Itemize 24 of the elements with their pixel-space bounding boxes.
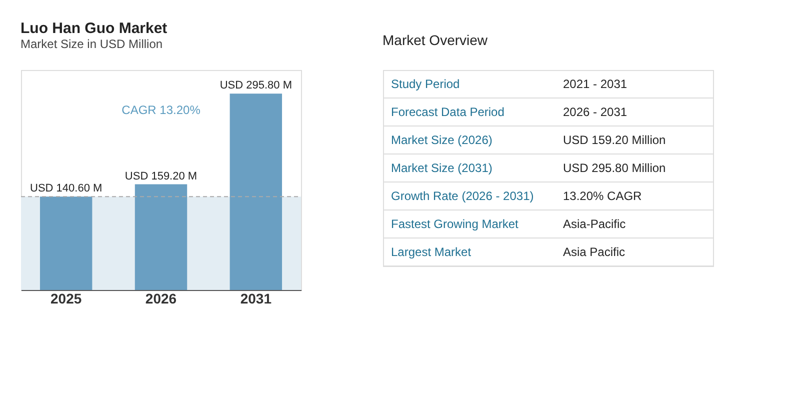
text: Market Overview (382, 32, 488, 48)
text: Forecast Data Period (391, 105, 504, 119)
text: Market Size (2026) (391, 133, 492, 147)
text: Market Size (2031) (391, 161, 492, 175)
chart-subtitle: Market Size in USD Million (20, 37, 163, 51)
data-label: USD 295.80 M (220, 80, 292, 92)
text: Asia-Pacific (563, 217, 626, 231)
x-tick-label: 2031 (240, 290, 272, 306)
text: Study Period (391, 77, 460, 91)
text: USD 295.80 Million (563, 161, 666, 175)
text: 2026 - 2031 (563, 105, 628, 119)
text: Largest Market (391, 245, 472, 259)
x-tick-label: 2025 (50, 290, 82, 306)
data-label: USD 159.20 M (124, 170, 198, 182)
text: 13.20% CAGR (563, 189, 642, 203)
text: Fastest Growing Market (391, 217, 520, 231)
text: Growth Rate (2026 - 2031) (391, 189, 534, 203)
annotation: CAGR 13.20% (122, 103, 201, 117)
text: USD 159.20 Million (563, 133, 666, 147)
data-label: USD 140.60 M (30, 182, 102, 195)
x-tick-label: 2026 (145, 290, 177, 306)
text: Asia Pacific (563, 245, 626, 259)
text: 2021 - 2031 (563, 77, 628, 91)
chart-title: Luo Han Guo Market (20, 20, 168, 37)
